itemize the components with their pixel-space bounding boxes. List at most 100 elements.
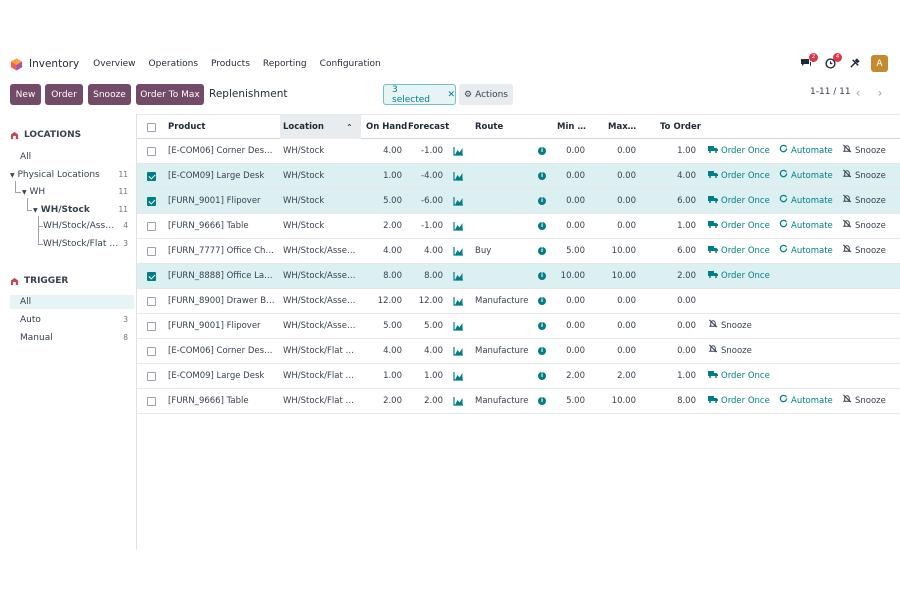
product-cell[interactable]: [E-COM06] Corner Desk … — [168, 346, 276, 356]
table-row[interactable]: [FURN_9666] Table WH/Stock 2.00 -1.00 i 0.00 0… — [137, 214, 900, 239]
snooze-row-button[interactable]: Snooze — [842, 139, 886, 164]
select-all-checkbox[interactable] — [147, 123, 156, 132]
clear-selection-icon[interactable]: ✕ — [447, 89, 455, 100]
info-icon[interactable]: i — [538, 197, 546, 205]
table-row[interactable]: [FURN_8888] Office Lamp WH/Stock/Asse… 8.0… — [137, 264, 900, 289]
inventory-app-icon[interactable] — [10, 57, 23, 71]
header-route[interactable]: Route — [475, 122, 504, 132]
snooze-row-button[interactable]: Snooze — [708, 314, 752, 339]
header-max[interactable]: Max… — [608, 122, 637, 132]
product-cell[interactable]: [FURN_8888] Office Lamp — [168, 271, 276, 281]
row-checkbox[interactable] — [147, 272, 156, 281]
product-cell[interactable]: [FURN_9001] Flipover — [168, 196, 261, 206]
row-checkbox[interactable] — [147, 197, 156, 206]
table-row[interactable]: [FURN_7777] Office Chair WH/Stock/Asse… 4.… — [137, 239, 900, 264]
snooze-row-button[interactable]: Snooze — [842, 389, 886, 414]
forecast-chart-icon[interactable] — [453, 221, 464, 231]
forecast-chart-icon[interactable] — [453, 321, 464, 331]
row-checkbox[interactable] — [147, 247, 156, 256]
automate-button[interactable]: Automate — [779, 164, 833, 189]
menu-configuration[interactable]: Configuration — [319, 59, 381, 69]
row-checkbox[interactable] — [147, 347, 156, 356]
automate-button[interactable]: Automate — [779, 139, 833, 164]
product-cell[interactable]: [E-COM06] Corner Desk … — [168, 146, 276, 156]
header-forecast[interactable]: Forecast — [408, 122, 450, 132]
snooze-row-button[interactable]: Snooze — [842, 164, 886, 189]
trigger-filter-all[interactable]: All — [10, 295, 134, 309]
snooze-row-button[interactable]: Snooze — [842, 189, 886, 214]
new-button[interactable]: New — [10, 84, 41, 105]
pager-previous-icon[interactable]: ‹ — [855, 86, 861, 100]
tools-icon[interactable] — [847, 57, 861, 71]
menu-operations[interactable]: Operations — [148, 59, 199, 69]
forecast-chart-icon[interactable] — [453, 296, 464, 306]
row-checkbox[interactable] — [147, 322, 156, 331]
menu-products[interactable]: Products — [211, 59, 250, 69]
table-row[interactable]: [E-COM09] Large Desk WH/Stock 1.00 -4.00 i 0.… — [137, 164, 900, 189]
caret-down-icon[interactable]: ▼ — [33, 207, 38, 214]
pager-next-icon[interactable]: › — [877, 86, 883, 100]
pager-value[interactable]: 1-11 / 11 — [810, 87, 851, 97]
snooze-button[interactable]: Snooze — [88, 84, 131, 105]
automate-button[interactable]: Automate — [779, 389, 833, 414]
menu-reporting[interactable]: Reporting — [262, 59, 307, 69]
info-icon[interactable]: i — [538, 322, 546, 330]
forecast-chart-icon[interactable] — [453, 396, 464, 406]
sort-ascending-icon[interactable]: ⌃ — [346, 123, 353, 132]
forecast-chart-icon[interactable] — [453, 346, 464, 356]
header-location[interactable]: Location — [283, 122, 324, 132]
actions-button[interactable]: ⚙ Actions — [459, 84, 513, 105]
table-row[interactable]: [E-COM09] Large Desk WH/Stock/Flat P… 1.00… — [137, 364, 900, 389]
order-once-button[interactable]: Order Once — [708, 139, 770, 164]
activities-clock-icon[interactable]: 4 — [823, 52, 842, 71]
order-once-button[interactable]: Order Once — [708, 389, 770, 414]
header-on-hand[interactable]: On Hand — [366, 122, 408, 132]
table-row[interactable]: [FURN_8900] Drawer Black WH/Stock/Asse… 12… — [137, 289, 900, 314]
caret-down-icon[interactable]: ▼ — [22, 189, 27, 196]
table-row[interactable]: [E-COM06] Corner Desk … WH/Stock/Flat P… 4… — [137, 339, 900, 364]
info-icon[interactable]: i — [538, 222, 546, 230]
row-checkbox[interactable] — [147, 372, 156, 381]
automate-button[interactable]: Automate — [779, 239, 833, 264]
location-filter-wh-stock-asse[interactable]: WH/Stock/Asse… — [43, 219, 119, 233]
location-filter-wh[interactable]: ▼ WH — [22, 185, 132, 199]
table-row[interactable]: [FURN_9001] Flipover WH/Stock/Asse… 5.00 5.… — [137, 314, 900, 339]
header-to-order[interactable]: To Order — [660, 122, 701, 132]
row-checkbox[interactable] — [147, 222, 156, 231]
order-once-button[interactable]: Order Once — [708, 364, 770, 389]
row-checkbox[interactable] — [147, 147, 156, 156]
forecast-chart-icon[interactable] — [453, 171, 464, 181]
app-name[interactable]: Inventory — [29, 58, 80, 70]
order-once-button[interactable]: Order Once — [708, 164, 770, 189]
product-cell[interactable]: [FURN_9001] Flipover — [168, 321, 261, 331]
row-checkbox[interactable] — [147, 172, 156, 181]
location-filter-all[interactable]: All — [20, 150, 130, 164]
row-checkbox[interactable] — [147, 397, 156, 406]
menu-overview[interactable]: Overview — [93, 59, 136, 69]
location-filter-physical[interactable]: ▼ Physical Locations — [10, 168, 135, 182]
order-button[interactable]: Order — [45, 84, 83, 105]
info-icon[interactable]: i — [538, 272, 546, 280]
automate-button[interactable]: Automate — [779, 214, 833, 239]
trigger-filter-auto[interactable]: Auto — [20, 313, 120, 327]
user-avatar[interactable]: A — [871, 55, 888, 72]
forecast-chart-icon[interactable] — [453, 196, 464, 206]
snooze-row-button[interactable]: Snooze — [842, 214, 886, 239]
info-icon[interactable]: i — [538, 172, 546, 180]
caret-down-icon[interactable]: ▼ — [10, 172, 15, 179]
product-cell[interactable]: [FURN_8900] Drawer Black — [168, 296, 276, 306]
info-icon[interactable]: i — [538, 372, 546, 380]
header-product[interactable]: Product — [168, 122, 206, 132]
header-min[interactable]: Min … — [557, 122, 586, 132]
info-icon[interactable]: i — [538, 247, 546, 255]
product-cell[interactable]: [FURN_9666] Table — [168, 396, 249, 406]
product-cell[interactable]: [FURN_9666] Table — [168, 221, 249, 231]
order-once-button[interactable]: Order Once — [708, 239, 770, 264]
snooze-row-button[interactable]: Snooze — [708, 339, 752, 364]
info-icon[interactable]: i — [538, 347, 546, 355]
row-checkbox[interactable] — [147, 297, 156, 306]
product-cell[interactable]: [FURN_7777] Office Chair — [168, 246, 276, 256]
forecast-chart-icon[interactable] — [453, 146, 464, 156]
forecast-chart-icon[interactable] — [453, 271, 464, 281]
order-once-button[interactable]: Order Once — [708, 264, 770, 289]
